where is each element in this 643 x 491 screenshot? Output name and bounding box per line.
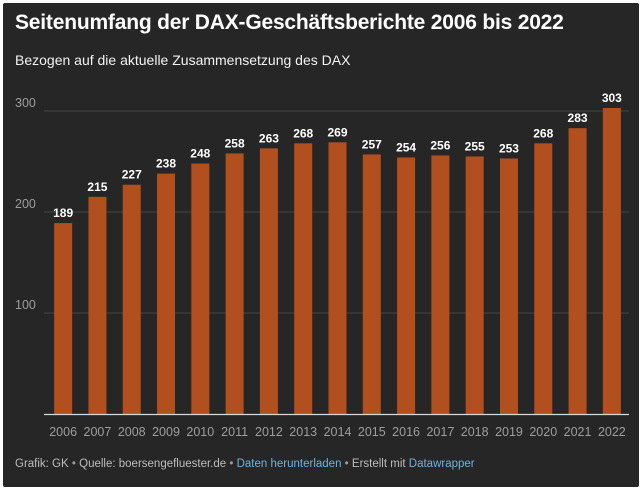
bar (122, 184, 141, 414)
x-tick-label: 2009 (152, 425, 180, 439)
data-label: 303 (602, 91, 622, 105)
datawrapper-link[interactable]: Datawrapper (408, 458, 475, 470)
credit-text: Grafik: GK (15, 458, 69, 470)
x-tick-label: 2021 (564, 425, 592, 439)
source-text: Quelle: boersengefluester.de (79, 458, 227, 470)
bar (225, 153, 244, 415)
created-with-text: Erstellt mit (351, 458, 406, 470)
bar (259, 148, 278, 414)
data-label: 256 (430, 138, 450, 152)
data-label: 269 (327, 125, 347, 139)
data-label: 268 (533, 126, 553, 140)
bar (54, 223, 73, 414)
data-label: 283 (568, 111, 588, 125)
data-label: 189 (53, 206, 73, 220)
separator: • (71, 458, 76, 470)
data-label: 257 (362, 137, 382, 151)
y-tick-label: 300 (15, 96, 36, 110)
separator: • (229, 458, 234, 470)
chart-title: Seitenumfang der DAX-Geschäftsberichte 2… (15, 11, 564, 34)
bar (602, 107, 621, 414)
data-label: 248 (190, 147, 210, 161)
x-tick-label: 2017 (426, 425, 454, 439)
data-label: 227 (122, 168, 142, 182)
x-tick-label: 2020 (529, 425, 557, 439)
bar (397, 157, 416, 414)
chart-card: Seitenumfang der DAX-Geschäftsberichte 2… (3, 3, 639, 487)
x-tick-label: 2008 (118, 425, 146, 439)
x-tick-label: 2019 (495, 425, 523, 439)
x-tick-label: 2012 (255, 425, 283, 439)
bar (191, 163, 210, 414)
x-tick-label: 2018 (461, 425, 489, 439)
x-tick-label: 2007 (84, 425, 112, 439)
bar (88, 196, 107, 414)
bar (157, 173, 176, 414)
download-data-link[interactable]: Daten herunterladen (236, 458, 342, 470)
x-tick-label: 2011 (221, 425, 248, 439)
y-tick-label: 200 (15, 197, 36, 211)
data-label: 268 (293, 126, 313, 140)
x-tick-label: 2013 (289, 425, 317, 439)
x-tick-label: 2015 (358, 425, 386, 439)
bar (431, 155, 450, 414)
data-label: 215 (87, 180, 107, 194)
x-tick-label: 2022 (598, 425, 626, 439)
bars (54, 107, 621, 415)
data-label: 255 (465, 139, 485, 153)
bar-chart: 189 215 227 238 248 258 263 268 269 257 254 256 255 2… (15, 91, 629, 439)
data-label: 254 (396, 140, 416, 154)
data-label: 263 (259, 131, 279, 145)
bar (465, 156, 484, 414)
bar (534, 143, 553, 414)
bar (499, 158, 518, 414)
bar (568, 128, 587, 415)
data-label: 258 (225, 136, 245, 150)
x-tick-label: 2016 (392, 425, 420, 439)
data-labels: 189 215 227 238 248 258 263 268 269 257 254 256 255 2… (53, 91, 622, 220)
x-tick-label: 2014 (324, 425, 352, 439)
x-tick-label: 2010 (186, 425, 214, 439)
y-tick-label: 100 (15, 298, 36, 312)
axes: 100 200 300 2006 2007 2008 2009 2010 2011 2012 201… (15, 96, 629, 439)
chart-subtitle: Bezogen auf die aktuelle Zusammensetzung… (15, 52, 351, 68)
bar (294, 143, 313, 414)
data-label: 238 (156, 157, 176, 171)
bar (328, 142, 347, 414)
chart-footer: Grafik: GK • Quelle: boersengefluester.d… (15, 458, 475, 470)
bar (362, 154, 381, 414)
data-label: 253 (499, 141, 519, 155)
x-tick-label: 2006 (49, 425, 77, 439)
separator: • (344, 458, 349, 470)
